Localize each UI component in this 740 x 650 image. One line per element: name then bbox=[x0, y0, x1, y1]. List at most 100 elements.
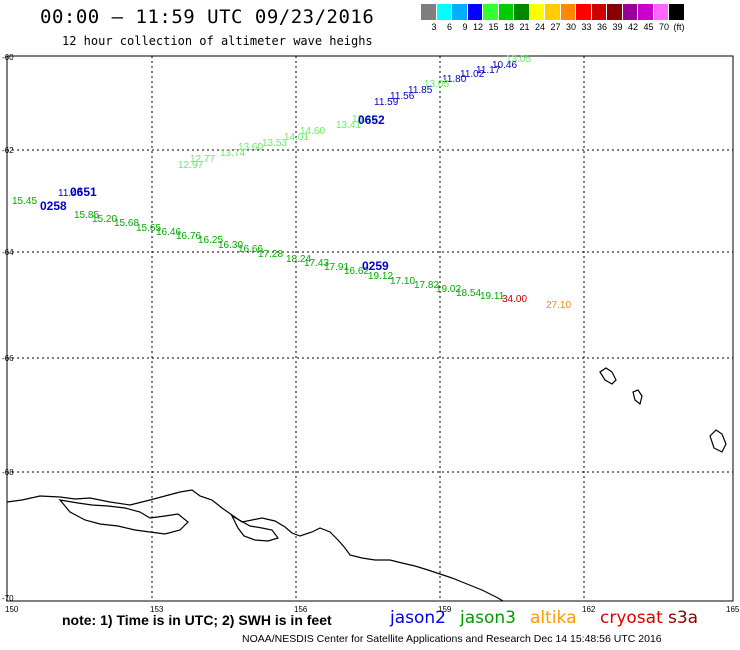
swh-label: 18.54 bbox=[456, 288, 481, 299]
swh-label: 17.28 bbox=[258, 249, 283, 260]
pass-time-label: 0652 bbox=[358, 113, 385, 127]
scale-swatch bbox=[638, 4, 654, 20]
swh-label: 17.10 bbox=[390, 276, 415, 287]
scale-label: 3 bbox=[431, 22, 437, 32]
scale-swatch bbox=[669, 4, 685, 20]
scale-label: 70 bbox=[658, 22, 669, 32]
coastline bbox=[6, 367, 727, 602]
swh-label: 15.65 bbox=[136, 223, 161, 234]
lat-label: -62 bbox=[2, 146, 14, 155]
scale-label: 18 bbox=[503, 22, 514, 32]
color-scale-legend: 3 6 9 12 15 18 21 24 27 30 33 36 39 42 45 70 (ft) bbox=[421, 4, 685, 32]
swh-label: 11.17 bbox=[476, 65, 501, 76]
pass-time-label: 0258 bbox=[40, 199, 67, 213]
swh-label: 13.05 bbox=[424, 79, 449, 90]
lat-label: -60 bbox=[2, 53, 14, 62]
swh-label: 19.12 bbox=[368, 271, 393, 282]
swh-label: 15.20 bbox=[92, 214, 117, 225]
scale-label: 15 bbox=[488, 22, 499, 32]
page-title: 00:00 — 11:59 UTC 09/23/2016 bbox=[40, 6, 375, 28]
scale-swatch bbox=[421, 4, 437, 20]
swh-label: 16.62 bbox=[344, 266, 369, 277]
scale-label: 6 bbox=[446, 22, 452, 32]
swh-label: 11.80 bbox=[442, 74, 467, 85]
scale-swatch bbox=[483, 4, 499, 20]
lon-label: 159 bbox=[438, 605, 452, 614]
scale-swatch bbox=[529, 4, 545, 20]
swh-label: 13.41 bbox=[336, 120, 361, 131]
scale-label: 24 bbox=[534, 22, 545, 32]
scale-swatch bbox=[498, 4, 514, 20]
lat-label: -68 bbox=[2, 468, 14, 477]
scale-label: 30 bbox=[565, 22, 576, 32]
scale-swatch bbox=[467, 4, 483, 20]
swh-label: 16.25 bbox=[198, 235, 223, 246]
swh-label: 11.85 bbox=[408, 85, 433, 96]
lon-label: 150 bbox=[5, 605, 19, 614]
scale-label: 12 bbox=[472, 22, 483, 32]
scale-label: (ft) bbox=[673, 22, 685, 32]
swh-label: 15.85 bbox=[74, 210, 99, 221]
scale-label: 45 bbox=[643, 22, 654, 32]
swh-label: 16.76 bbox=[176, 231, 201, 242]
satellite-legend-jason3: jason3 bbox=[460, 608, 516, 628]
scale-swatch bbox=[576, 4, 592, 20]
swh-label: 10.46 bbox=[492, 60, 517, 71]
pass-time-label: 0259 bbox=[362, 259, 389, 273]
lat-label: -66 bbox=[2, 354, 14, 363]
scale-swatch bbox=[545, 4, 561, 20]
swh-label: 34.00 bbox=[502, 294, 527, 305]
scale-label: 33 bbox=[581, 22, 592, 32]
swh-label: 13.60 bbox=[238, 142, 263, 153]
swh-label: 14.60 bbox=[300, 126, 325, 137]
scale-swatch bbox=[560, 4, 576, 20]
swh-label: 11.46 bbox=[58, 188, 83, 199]
satellite-legend-cryosat: cryosat bbox=[600, 608, 663, 628]
swh-label: 17.43 bbox=[304, 258, 329, 269]
satellite-legend-s3a: s3a bbox=[668, 608, 699, 628]
swh-label: 27.10 bbox=[546, 300, 571, 311]
swh-label: 12.97 bbox=[178, 160, 203, 171]
lon-label: 165 bbox=[726, 605, 740, 614]
track-labels: 13.0510.4611.1711.0211.8013.0511.8511.56… bbox=[12, 54, 571, 311]
swh-label: 16.30 bbox=[218, 240, 243, 251]
scale-swatch bbox=[514, 4, 530, 20]
swh-label: 17.91 bbox=[324, 262, 349, 273]
scale-label: 36 bbox=[596, 22, 607, 32]
swh-label: 11.02 bbox=[460, 69, 485, 80]
swh-label: 15.68 bbox=[114, 218, 139, 229]
pass-time-label: 0651 bbox=[70, 185, 97, 199]
scale-swatch bbox=[653, 4, 669, 20]
footer-credit: NOAA/NESDIS Center for Satellite Applica… bbox=[242, 633, 662, 645]
graticule: -60 -62 -64 -66 -68 -70 150 153 156 159 162 165 bbox=[2, 53, 740, 614]
satellite-legend-jason2: jason2 bbox=[390, 608, 446, 628]
swh-label: 11.59 bbox=[374, 97, 399, 108]
scale-swatch bbox=[452, 4, 468, 20]
scale-swatch bbox=[436, 4, 452, 20]
lon-label: 162 bbox=[582, 605, 596, 614]
scale-swatch bbox=[622, 4, 638, 20]
swh-label: 15.45 bbox=[12, 196, 37, 207]
swh-label: 13.89 bbox=[352, 114, 377, 125]
scale-label: 21 bbox=[519, 22, 530, 32]
swh-label: 13.74 bbox=[220, 148, 245, 159]
swh-label: 13.05 bbox=[506, 54, 531, 65]
scale-label: 27 bbox=[550, 22, 561, 32]
lat-label: -64 bbox=[2, 248, 14, 257]
swh-label: 12.77 bbox=[190, 154, 215, 165]
swh-label: 14.01 bbox=[284, 132, 309, 143]
scale-label: 42 bbox=[627, 22, 638, 32]
swh-label: 16.46 bbox=[156, 227, 181, 238]
swh-label: 11.56 bbox=[390, 91, 415, 102]
lat-label: -70 bbox=[2, 594, 14, 603]
swh-label: 19.11 bbox=[480, 291, 505, 302]
lon-label: 156 bbox=[294, 605, 308, 614]
swh-label: 17.82 bbox=[414, 280, 439, 291]
lon-label: 153 bbox=[150, 605, 164, 614]
scale-swatch bbox=[607, 4, 623, 20]
scale-label: 9 bbox=[462, 22, 468, 32]
page-subtitle: 12 hour collection of altimeter wave hei… bbox=[62, 34, 373, 48]
footer-note: note: 1) Time is in UTC; 2) SWH is in fe… bbox=[62, 612, 332, 628]
satellite-legend-altika: altika bbox=[530, 608, 577, 628]
